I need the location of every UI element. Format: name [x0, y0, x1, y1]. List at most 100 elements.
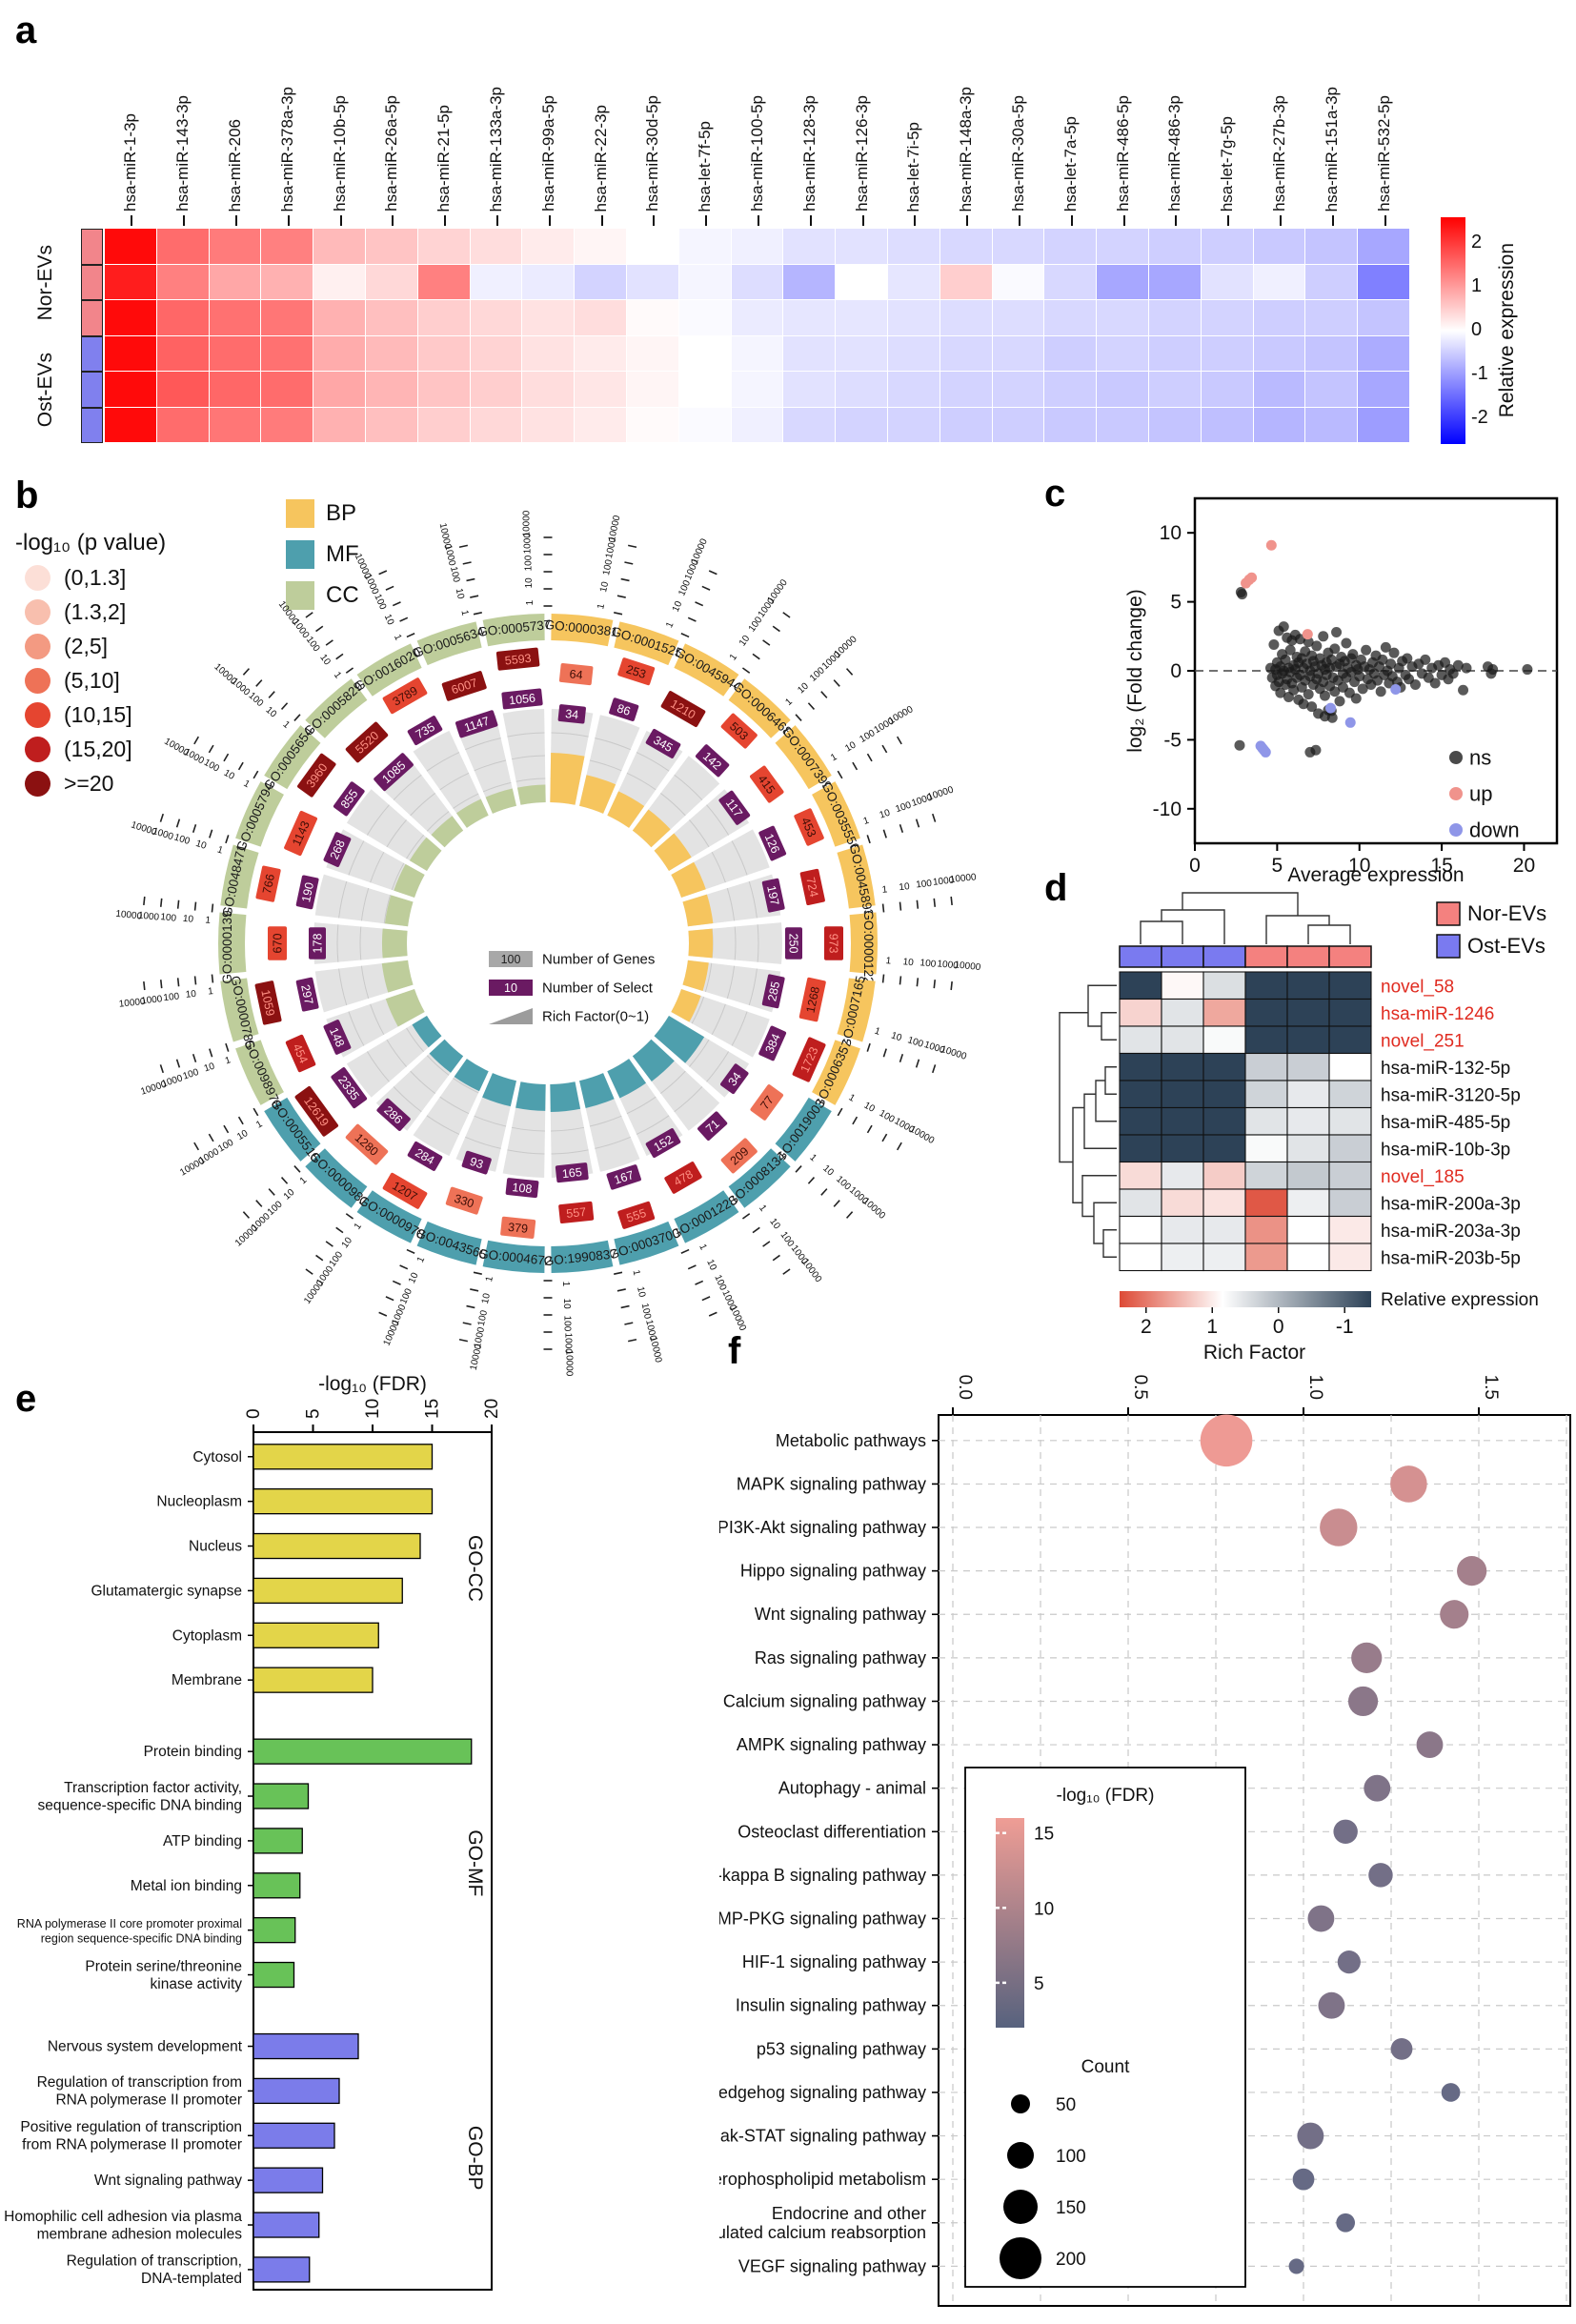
pathway-label: factor-regulated calcium reabsorption	[719, 2223, 926, 2242]
radial-axis-tick	[159, 1064, 165, 1074]
mirna-column-label: hsa-miR-126-3p	[852, 95, 871, 212]
radial-axis-tick	[305, 1268, 313, 1275]
rich-factor-wedge	[485, 788, 516, 814]
pathway-dot	[1307, 1905, 1335, 1932]
genes-badge: 557	[558, 1201, 595, 1224]
rich-factor-wedge	[455, 798, 489, 828]
colorbar-tick: 1	[1471, 275, 1483, 297]
heatmap-cell	[313, 372, 365, 407]
category-legend-item: MF	[286, 540, 359, 569]
pathway-label: Wnt signaling pathway	[755, 1605, 926, 1624]
pathway-dot	[1336, 2213, 1356, 2233]
sector-gridline	[386, 819, 407, 848]
pvalue-dot	[25, 634, 51, 659]
row-dendrogram	[1087, 984, 1117, 1027]
pathway-label: Calcium signaling pathway	[723, 1691, 926, 1710]
heatmap-cell	[1358, 407, 1409, 442]
go-bar-label: Membrane	[172, 1672, 242, 1688]
radial-axis-label: 10	[182, 914, 194, 925]
radial-axis-label: 100	[304, 635, 322, 654]
mirna-column-label: hsa-miR-148a-3p	[957, 86, 976, 212]
legend-label-up: up	[1469, 782, 1492, 806]
heatmap-cell	[1244, 1134, 1288, 1163]
heatmap-cell	[1328, 1161, 1372, 1190]
count-legend-dot	[1003, 2190, 1038, 2224]
sector-gridline	[439, 1096, 470, 1115]
heatmap-cell	[1149, 407, 1201, 442]
heatmap-cell	[470, 335, 522, 371]
sector-gridline	[370, 851, 385, 883]
ns-point	[1452, 659, 1464, 671]
genes-badge: 973	[824, 926, 843, 960]
ns-point	[1288, 684, 1300, 696]
rich-factor-wedge	[688, 928, 714, 959]
sector-gridline	[659, 793, 686, 817]
pvalue-dot	[25, 599, 51, 625]
rich-factor-wedge	[429, 1039, 464, 1073]
select-badge: 1147	[455, 710, 498, 738]
radial-axis-tick	[687, 1264, 697, 1270]
column-label: hsa-miR-27b-3p	[1254, 0, 1306, 212]
sector-gridline	[474, 1115, 507, 1127]
heatmap-cell	[940, 264, 992, 299]
mirna-row-label: hsa-miR-203a-3p	[1381, 1222, 1521, 1242]
heatmap-cell	[1244, 1080, 1288, 1109]
radial-axis-label: 10000	[860, 1196, 887, 1222]
radial-axis-label: 1000	[643, 1319, 657, 1342]
go-ring-sector	[220, 844, 259, 909]
radial-axis-tick	[866, 753, 873, 762]
ns-point	[1375, 686, 1386, 697]
pathway-dot	[1200, 1414, 1253, 1467]
radial-axis-tick	[881, 744, 888, 754]
go-ring-sector	[235, 1040, 284, 1105]
d-colorbar	[1120, 1291, 1371, 1307]
heatmap-cell	[836, 229, 887, 264]
radial-axis-tick	[385, 1296, 394, 1302]
radial-axis-label: 1000	[473, 1325, 487, 1348]
heatmap-cell	[1149, 300, 1201, 335]
radial-axis-tick	[315, 625, 324, 633]
pvalue-range-label: (1.3,2]	[64, 599, 127, 624]
heatmap-cell	[888, 264, 940, 299]
mirna-row-label: hsa-miR-203b-5p	[1381, 1248, 1521, 1268]
heatmap-cell	[1328, 1215, 1372, 1244]
heatmap-cell	[1305, 372, 1358, 407]
radial-axis-label: 10000	[118, 997, 146, 1010]
pvalue-legend-item: (10,15]	[25, 702, 253, 728]
sector-gridline	[474, 759, 507, 772]
column-label: hsa-miR-100-5p	[732, 0, 784, 212]
radial-axis-tick	[687, 616, 697, 622]
go-group-label: GO-MF	[464, 1829, 486, 1896]
heatmap-cell	[1119, 1215, 1162, 1244]
radial-axis-tick	[915, 818, 920, 828]
radial-axis-tick	[143, 980, 146, 991]
radial-axis-tick	[345, 667, 354, 674]
sector-gridline	[482, 781, 512, 793]
cluster-heatmap-svg: novel_58 hsa-miR-1246 novel_251 hsa-miR-132…	[1059, 892, 1546, 1338]
go-ring-sector	[551, 614, 614, 647]
heatmap-cell	[678, 264, 731, 299]
go-ring-sector	[728, 678, 791, 738]
go-bar-label: RNA polymerase II core promoter proximal	[17, 1917, 242, 1930]
heatmap-cell	[1253, 229, 1305, 264]
column-tick	[444, 215, 447, 226]
radial-axis-label: 10	[902, 957, 915, 968]
column-tick	[287, 215, 290, 226]
pvalue-range-label: (2,5]	[64, 634, 109, 658]
sector-gridline	[636, 752, 670, 772]
heatmap-cell	[1044, 264, 1097, 299]
radial-axis-tick	[680, 1248, 690, 1254]
radial-axis-label: 10000	[302, 1278, 327, 1305]
radial-axis-label: 10000	[887, 704, 916, 727]
mirna-column-label: hsa-miR-21-5p	[434, 104, 454, 212]
genes-badge: 1280	[345, 1123, 389, 1165]
mirna-column-label: hsa-miR-378a-3p	[277, 86, 296, 212]
row-dendrogram	[1095, 1080, 1117, 1122]
mirna-row-label: hsa-miR-200a-3p	[1381, 1194, 1521, 1214]
radial-axis-tick	[782, 612, 791, 618]
heatmap-cell	[888, 300, 940, 335]
radial-axis-label: 1	[224, 1055, 232, 1066]
ns-point	[1313, 708, 1324, 719]
genes-badge: 1210	[660, 691, 706, 727]
heatmap-cell	[731, 229, 783, 264]
